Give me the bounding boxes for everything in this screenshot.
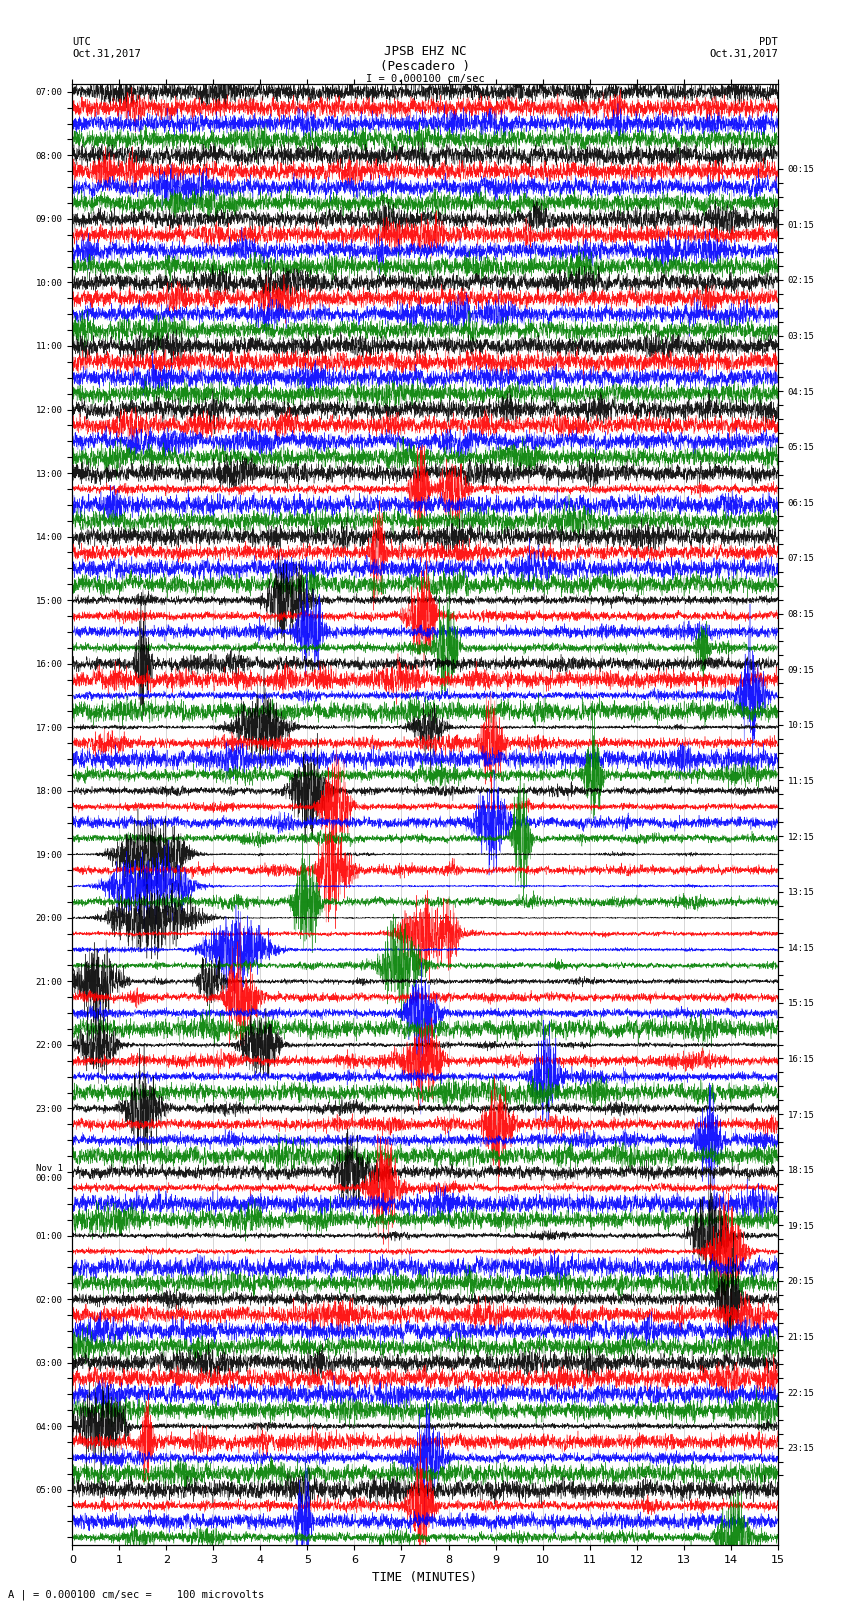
Text: A | = 0.000100 cm/sec =    100 microvolts: A | = 0.000100 cm/sec = 100 microvolts <box>8 1589 264 1600</box>
Text: JPSB EHZ NC: JPSB EHZ NC <box>383 45 467 58</box>
Text: UTC
Oct.31,2017: UTC Oct.31,2017 <box>72 37 141 58</box>
Text: (Pescadero ): (Pescadero ) <box>380 60 470 73</box>
X-axis label: TIME (MINUTES): TIME (MINUTES) <box>372 1571 478 1584</box>
Text: I = 0.000100 cm/sec: I = 0.000100 cm/sec <box>366 74 484 84</box>
Text: PDT
Oct.31,2017: PDT Oct.31,2017 <box>709 37 778 58</box>
